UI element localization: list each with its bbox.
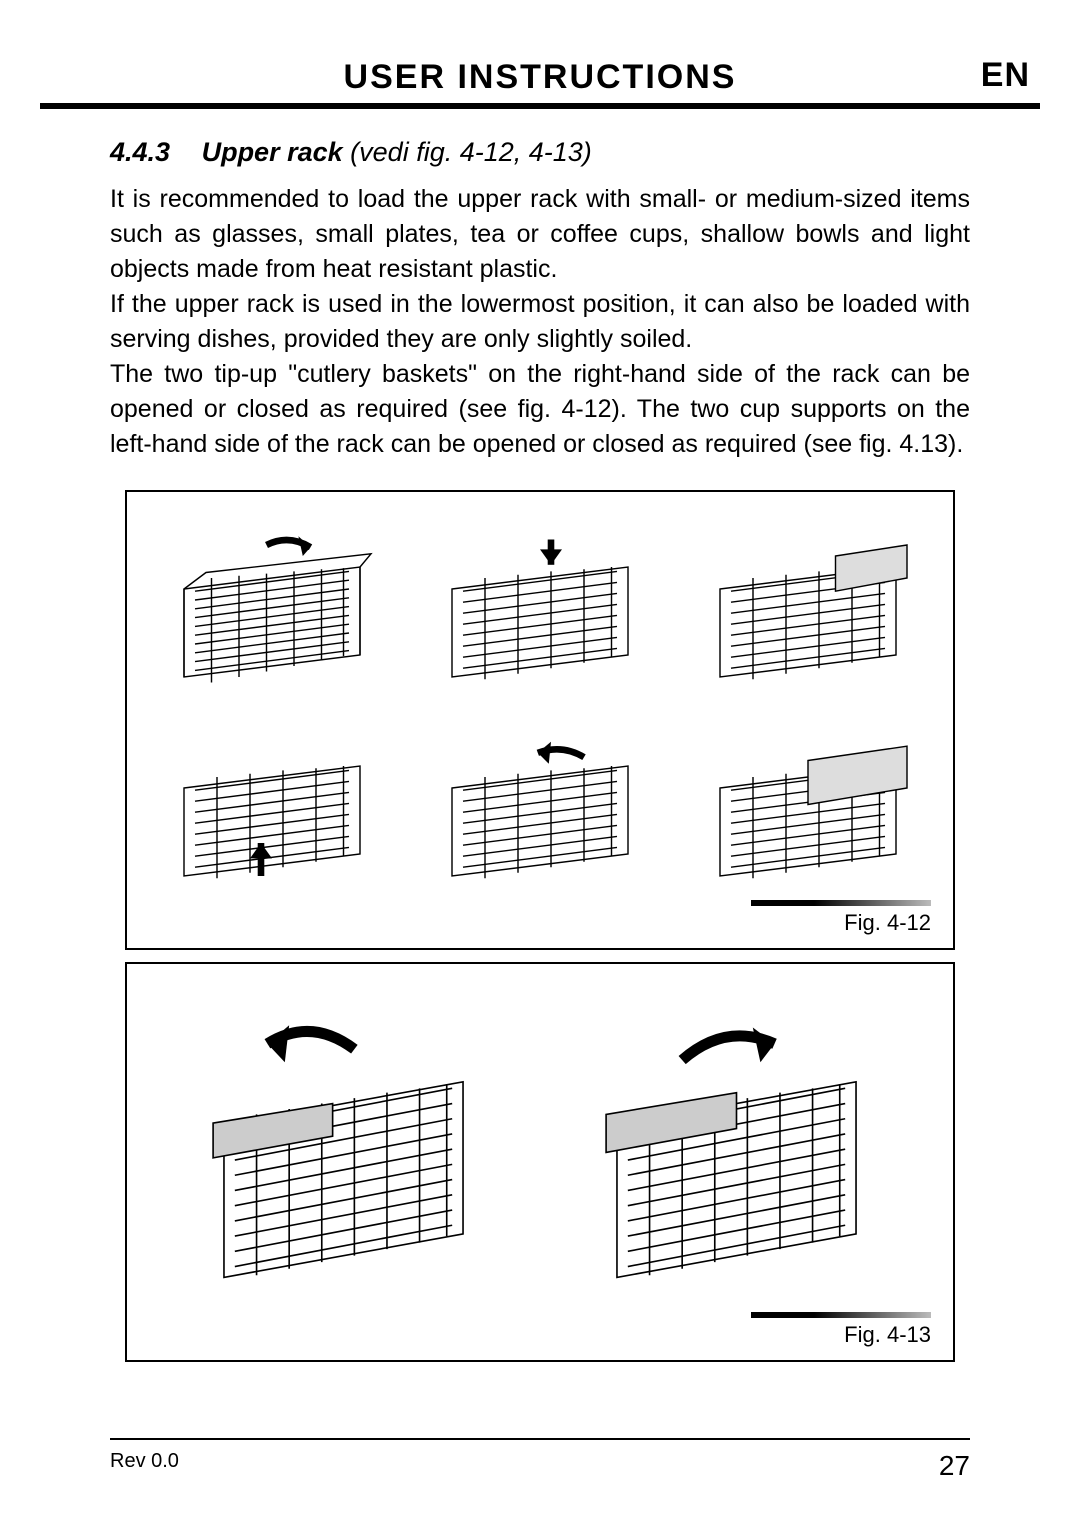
section-number: 4.4.3 — [110, 137, 170, 167]
rack-drawing — [683, 512, 933, 699]
footer-rule — [110, 1438, 970, 1440]
figure-caption: Fig. 4-12 — [844, 910, 931, 936]
header-rule — [40, 103, 1040, 109]
caption-gradient — [751, 1312, 931, 1318]
rack-drawing — [147, 711, 397, 898]
paragraph-3: The two tip-up "cutlery baskets" on the … — [110, 357, 970, 462]
figure-4-12-grid — [147, 512, 933, 898]
section-title: Upper rack — [202, 137, 343, 167]
figure-caption-bar: Fig. 4-13 — [751, 1312, 931, 1348]
paragraph-1: It is recommended to load the upper rack… — [110, 182, 970, 287]
caption-gradient — [751, 900, 931, 906]
figure-4-13-grid — [167, 984, 913, 1310]
rack-drawing — [560, 984, 913, 1310]
section-heading: 4.4.3 Upper rack (vedi fig. 4-12, 4-13) — [110, 137, 970, 168]
header-title: USER INSTRUCTIONS — [344, 58, 737, 97]
section-reference: (vedi fig. 4-12, 4-13) — [350, 137, 592, 167]
figure-caption: Fig. 4-13 — [844, 1322, 931, 1348]
rack-drawing — [683, 711, 933, 898]
page-number: 27 — [939, 1450, 970, 1482]
language-badge: EN — [981, 56, 1030, 95]
rack-drawing — [167, 984, 520, 1310]
page-header: USER INSTRUCTIONS EN — [70, 58, 1010, 97]
rack-drawing — [415, 512, 665, 699]
rack-drawing — [147, 512, 397, 699]
page-footer: Rev 0.0 27 — [110, 1438, 970, 1482]
figure-4-13: Fig. 4-13 — [125, 962, 955, 1362]
revision-label: Rev 0.0 — [110, 1450, 179, 1482]
figure-4-12: Fig. 4-12 — [125, 490, 955, 950]
figures-container: Fig. 4-12 — [125, 490, 955, 1362]
paragraph-2: If the upper rack is used in the lowermo… — [110, 287, 970, 357]
rack-drawing — [415, 711, 665, 898]
figure-caption-bar: Fig. 4-12 — [751, 900, 931, 936]
